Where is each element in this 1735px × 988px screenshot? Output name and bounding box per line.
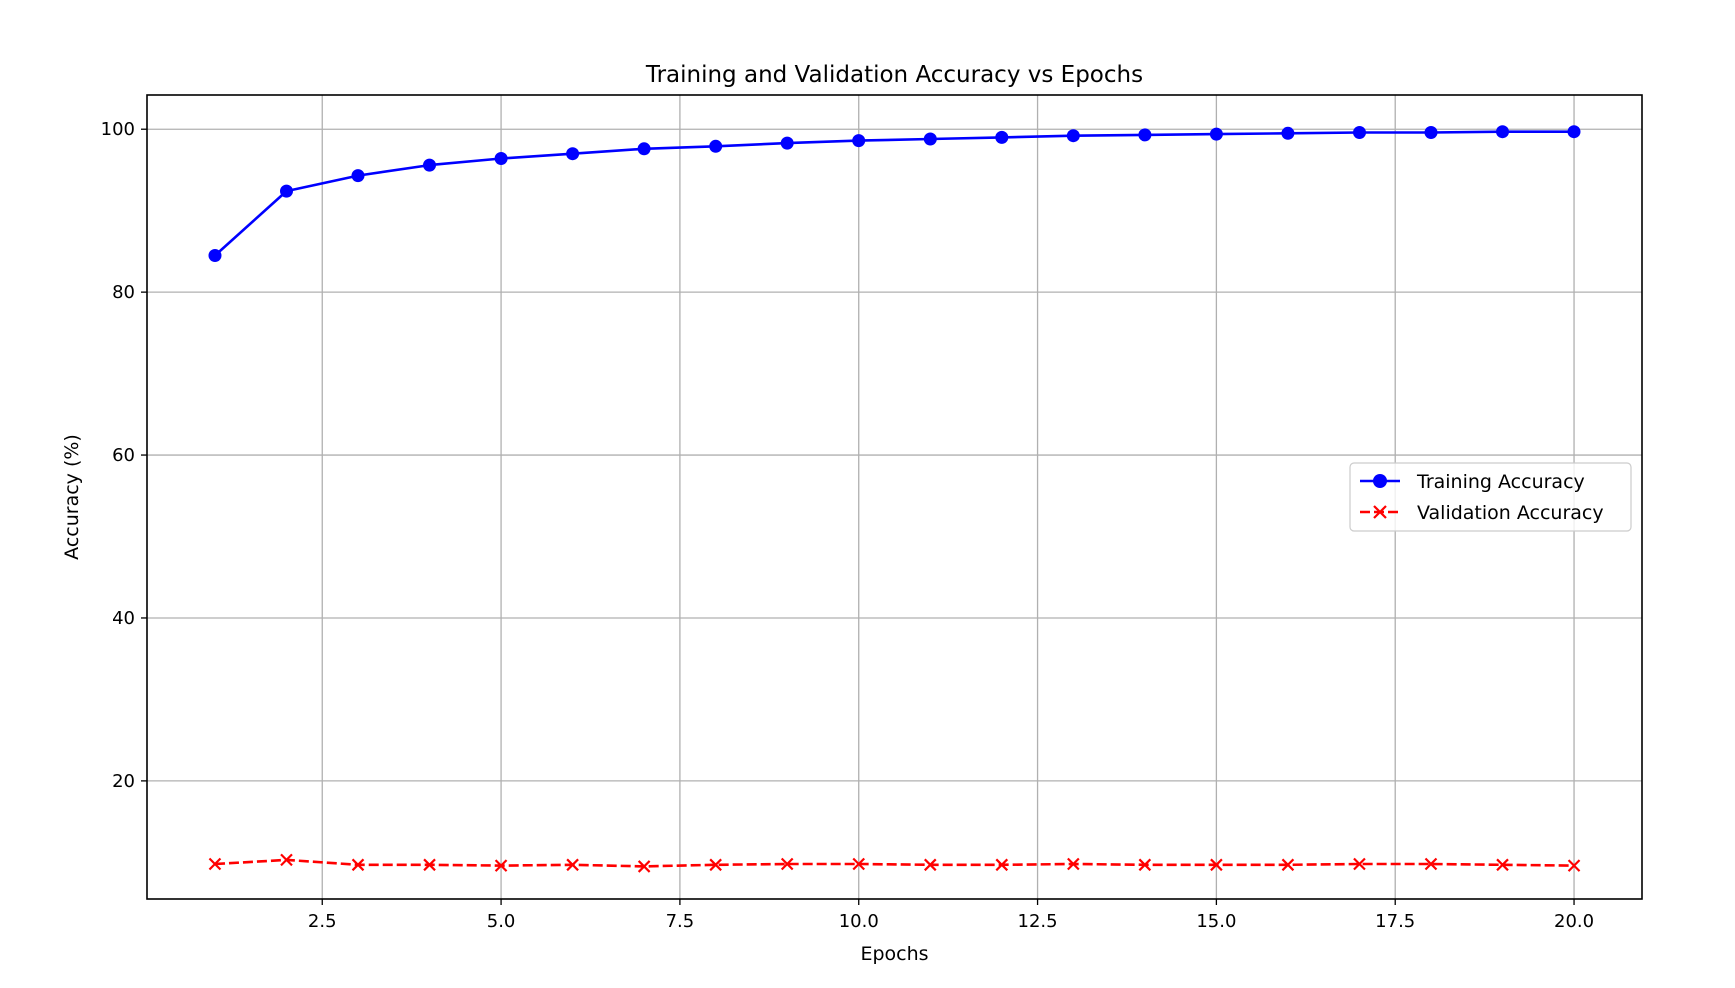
validation-accuracy-point <box>637 860 651 873</box>
y-tick-label: 60 <box>112 445 135 466</box>
validation-accuracy-point <box>923 858 937 872</box>
training-accuracy-point <box>280 184 293 198</box>
y-axis-title: Accuracy (%) <box>61 434 83 560</box>
y-tick-label: 100 <box>101 119 135 140</box>
validation-accuracy-point <box>280 853 293 867</box>
training-accuracy-point <box>780 136 794 150</box>
legend-box <box>1349 462 1632 532</box>
axis-ticks: 2.5 5.0 7.5 10.0 12.5 15.0 17.5 20.0 20 40 60 80 100 <box>101 119 1594 932</box>
x-tick-label: 20.0 <box>1554 911 1594 932</box>
training-accuracy-point <box>1496 125 1509 139</box>
legend-training-marker <box>1373 474 1387 488</box>
x-axis-title: Epochs <box>860 943 928 965</box>
validation-accuracy-point <box>1067 857 1080 871</box>
plot-area-frame <box>146 94 1643 900</box>
validation-accuracy-point <box>423 858 436 872</box>
validation-accuracy-point <box>566 858 579 872</box>
x-tick-label: 2.5 <box>308 911 337 932</box>
grid-lines <box>147 95 1642 899</box>
validation-accuracy-point <box>1496 858 1509 872</box>
training-accuracy-point <box>423 158 436 172</box>
validation-accuracy-point <box>852 857 866 871</box>
training-accuracy-point <box>1424 126 1438 139</box>
legend-validation-marker <box>1373 505 1387 519</box>
validation-accuracy-line <box>214 858 1575 868</box>
validation-accuracy-point <box>995 858 1009 872</box>
validation-accuracy-point <box>494 859 508 872</box>
x-tick-label: 12.5 <box>1018 911 1058 932</box>
training-accuracy-point <box>637 142 651 156</box>
training-accuracy-point <box>995 130 1009 144</box>
x-tick-label: 17.5 <box>1375 911 1415 932</box>
validation-accuracy-point <box>1353 857 1366 871</box>
training-accuracy-point <box>208 249 222 262</box>
training-accuracy-point <box>1138 128 1152 142</box>
y-tick-label: 40 <box>112 608 135 629</box>
training-accuracy-point <box>923 132 937 146</box>
series-layer <box>208 125 1581 873</box>
legend-validation-label: Validation Accuracy <box>1417 502 1604 524</box>
x-tick-label: 10.0 <box>839 911 879 932</box>
validation-accuracy-point <box>1281 858 1295 872</box>
validation-accuracy-point <box>1567 859 1581 872</box>
training-accuracy-point <box>1567 125 1581 139</box>
legend: Training Accuracy Validation Accuracy <box>1349 462 1632 532</box>
chart-title: Training and Validation Accuracy vs Epoc… <box>645 62 1143 88</box>
validation-accuracy-point <box>709 858 722 872</box>
training-accuracy-point <box>494 152 508 165</box>
training-accuracy-point <box>1066 129 1080 143</box>
validation-accuracy-point <box>1138 858 1152 872</box>
y-tick-label: 20 <box>112 771 135 792</box>
training-accuracy-point <box>1281 126 1295 140</box>
legend-training-label: Training Accuracy <box>1416 471 1585 493</box>
training-accuracy-point <box>351 169 365 183</box>
training-accuracy-point <box>1209 127 1223 141</box>
y-tick-label: 80 <box>112 282 135 303</box>
x-tick-label: 15.0 <box>1196 911 1236 932</box>
x-tick-label: 5.0 <box>487 911 516 932</box>
training-accuracy-line <box>214 130 1574 257</box>
training-accuracy-point <box>1353 126 1366 139</box>
validation-accuracy-point <box>351 858 365 872</box>
x-tick-label: 7.5 <box>666 911 695 932</box>
validation-accuracy-point <box>1424 857 1438 871</box>
training-accuracy-point <box>566 147 580 161</box>
validation-accuracy-point <box>780 857 794 871</box>
validation-accuracy-point <box>208 857 222 871</box>
training-accuracy-point <box>852 134 866 148</box>
training-accuracy-point <box>709 139 723 153</box>
validation-accuracy-point <box>1210 858 1223 872</box>
